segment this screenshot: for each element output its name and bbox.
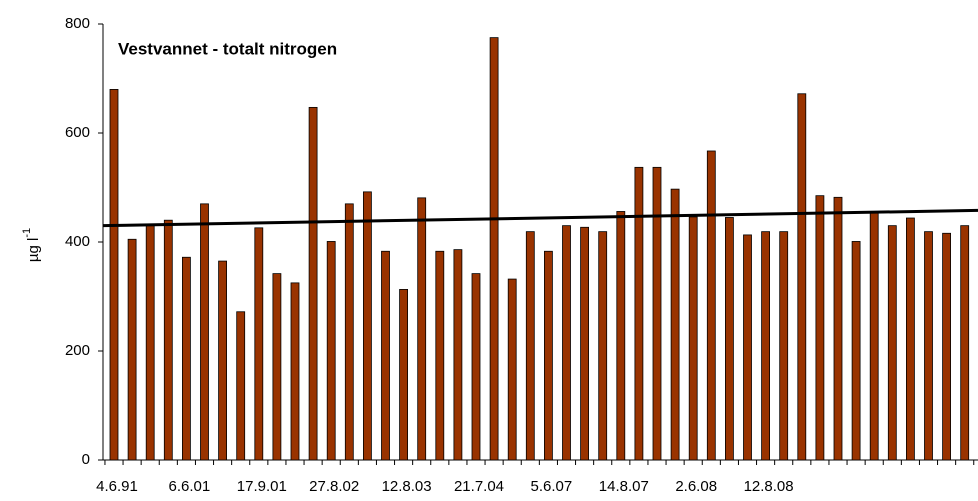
bar [145,225,155,461]
bar [761,231,770,461]
bar [906,217,915,461]
bar [381,250,390,461]
trendline [102,208,978,228]
x-tick-label: 21.7.04 [454,478,504,495]
bar [417,197,427,461]
bar [272,273,282,461]
x-tick-label: 17.9.01 [237,478,287,495]
y-axis-label-sup: -1 [21,228,33,238]
bar [163,219,173,461]
bar [616,211,626,461]
bar [544,250,553,461]
bar [598,231,608,461]
bar [580,226,589,461]
bar [399,289,409,461]
x-tick-label: 5.6.07 [531,478,573,495]
bar [924,231,933,461]
bar [362,191,372,461]
bar [670,188,680,461]
bar [344,203,354,461]
bar [181,256,191,461]
x-tick-label: 2.6.08 [675,478,717,495]
bar [200,203,209,461]
y-tick-label: 0 [82,451,90,468]
y-tick-label: 400 [65,233,90,250]
bar [960,225,970,461]
bar [779,231,789,461]
bar [743,234,752,461]
bar [218,260,228,461]
bar [435,250,445,461]
x-tick-label: 14.8.07 [599,478,649,495]
x-tick-label: 6.6.01 [169,478,211,495]
bar [127,238,137,461]
bar [308,106,318,461]
bar [489,37,499,461]
bar [236,311,246,461]
x-tick-label: 12.8.08 [744,478,794,495]
y-tick-label: 600 [65,124,90,141]
bar [471,273,481,461]
y-axis-label: µg l-1 [21,228,42,262]
y-tick-label: 200 [65,342,90,359]
y-tick-label: 800 [65,15,90,32]
bar [706,150,716,461]
x-tick-label: 4.6.91 [96,478,138,495]
bar [326,241,336,461]
x-tick-label: 27.8.02 [309,478,359,495]
bar [869,211,879,461]
bar [634,166,644,461]
bar [688,216,698,461]
bar [562,225,571,461]
bar [453,249,463,461]
bar [815,195,825,461]
bar [525,231,535,461]
y-axis-label-main: µg l [25,238,42,263]
bar [887,225,897,461]
bar [797,93,807,461]
bar [507,278,517,461]
bar [254,227,264,461]
bar [652,166,662,461]
bar [851,241,861,461]
bar [290,282,300,461]
bar [942,232,951,461]
x-tick-label: 12.8.03 [382,478,432,495]
bar [725,217,734,461]
chart-title: Vestvannet - totalt nitrogen [118,39,337,58]
bar [109,89,119,461]
bar [833,196,843,461]
